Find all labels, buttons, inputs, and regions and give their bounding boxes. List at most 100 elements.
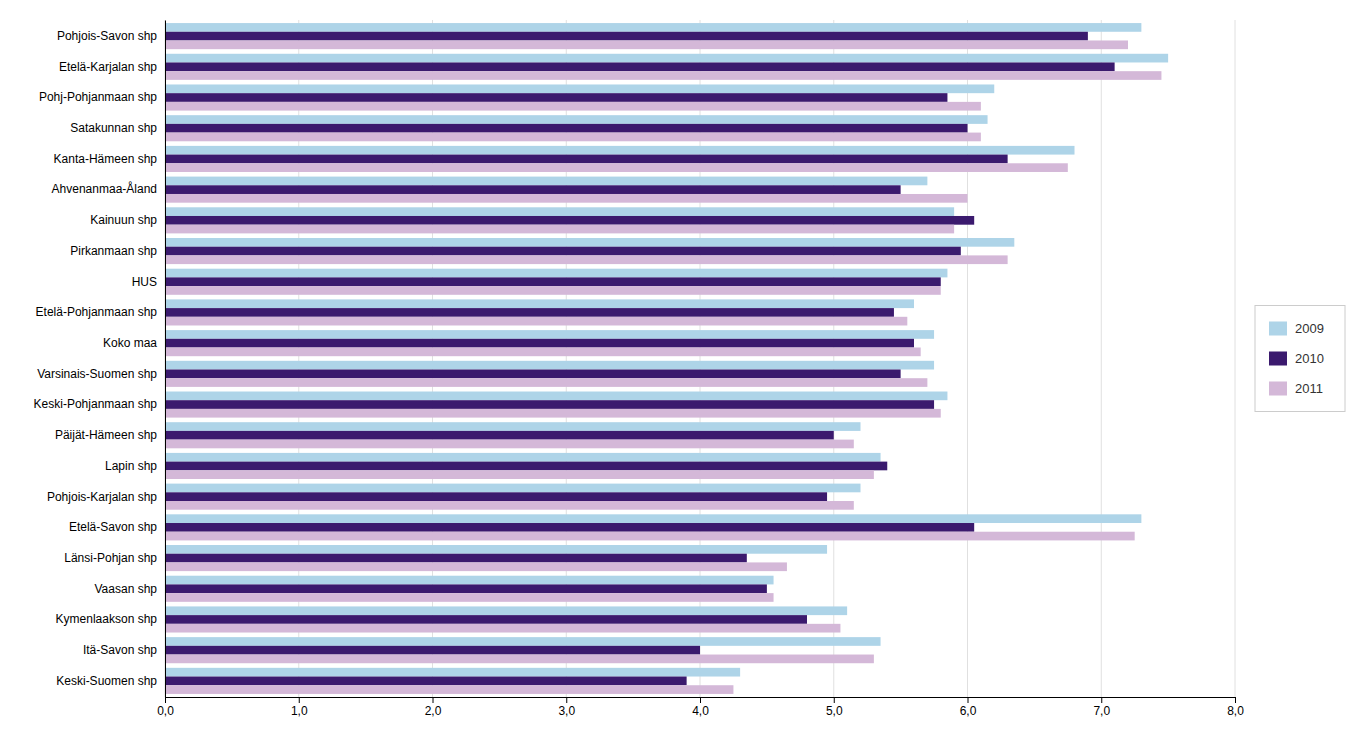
y-tick: Etelä-Pohjanmaan shp [36,305,165,319]
y-tick: Vaasan shp [95,582,166,596]
legend-item: 2011 [1269,381,1323,396]
bar [165,330,934,339]
x-tick-label: 1,0 [291,704,308,718]
y-tick: Länsi-Pohjan shp [64,551,165,565]
y-tick: Kanta-Hämeen shp [54,152,165,166]
bar [165,299,914,308]
bar [165,225,954,234]
x-tick-mark [299,697,300,703]
grid [165,20,1235,697]
x-tick: 6,0 [960,697,977,718]
bar [165,277,941,286]
y-tick-label: Vaasan shp [95,582,158,596]
x-tick: 1,0 [291,697,308,718]
y-tick: HUS [132,275,165,289]
x-tick-label: 7,0 [1093,704,1110,718]
bar [165,347,921,356]
grid-line [1101,20,1102,697]
bar [165,646,700,655]
bar [165,624,840,633]
y-tick: Keski-Pohjanmaan shp [34,397,165,411]
bar [165,115,988,124]
y-tick: Ahvenanmaa-Åland [52,181,165,196]
x-tick-mark [566,697,567,703]
bar [165,185,901,194]
bar [165,207,954,216]
bar [165,146,1075,155]
bar [165,102,981,111]
bar [165,462,887,471]
bar [165,545,827,554]
bar [165,484,861,493]
bar [165,84,994,93]
bar [165,317,907,326]
y-tick-label: Etelä-Savon shp [69,520,157,534]
bar [165,501,854,510]
y-tick-label: Itä-Savon shp [83,643,157,657]
bar [165,163,1068,172]
bar [165,532,1135,541]
bar [165,440,854,449]
x-tick-mark [700,697,701,703]
bar [165,431,834,440]
bar [165,23,1141,32]
x-tick-mark [1235,697,1236,703]
y-tick: Satakunnan shp [70,121,165,135]
y-tick-label: Keski-Pohjanmaan shp [34,397,158,411]
x-tick-label: 3,0 [558,704,575,718]
bar [165,392,947,401]
legend-swatch [1269,382,1287,396]
bar [165,308,894,317]
y-tick-label: Lapin shp [105,459,157,473]
bar [165,286,941,295]
x-tick-mark [834,697,835,703]
bar [165,378,927,387]
bar [165,155,1008,164]
y-tick: Koko maa [103,336,165,350]
x-tick-mark [1101,697,1102,703]
x-tick-label: 5,0 [826,704,843,718]
y-tick-label: Ahvenanmaa-Åland [52,181,157,196]
y-axis: Pohjois-Savon shpEtelä-Karjalan shpPohj-… [34,21,166,698]
bar [165,492,827,501]
y-tick: Pohjois-Karjalan shp [47,490,165,504]
y-tick: Kainuun shp [90,213,165,227]
x-tick-mark [968,697,969,703]
bar [165,655,874,664]
bar [165,584,767,593]
x-tick-mark [433,697,434,703]
bar [165,400,934,409]
bar [165,339,914,348]
bar [165,453,881,462]
bar [165,247,961,256]
y-tick-label: Keski-Suomen shp [56,674,157,688]
bar-series [165,32,1115,685]
legend-swatch [1269,322,1287,336]
bar [165,124,968,133]
bar [165,606,847,615]
bar [165,370,901,379]
legend-label: 2011 [1295,381,1323,396]
x-tick: 0,0 [157,697,174,718]
bar [165,216,974,225]
grid-line [1235,20,1236,697]
bar [165,177,927,186]
bar [165,523,974,532]
x-tick-label: 6,0 [960,704,977,718]
grid-line [165,20,166,697]
x-tick: 4,0 [692,697,709,718]
bar [165,269,947,278]
y-tick-label: Satakunnan shp [70,121,157,135]
bar-series [165,40,1161,693]
y-tick-label: Kymenlaakson shp [56,612,158,626]
y-tick: Pohjois-Savon shp [57,29,165,43]
y-tick: Itä-Savon shp [83,643,165,657]
bar [165,54,1168,63]
x-tick-label: 0,0 [157,704,174,718]
chart: 0,01,02,03,04,05,06,07,08,0Pohjois-Savon… [0,0,1365,737]
bar [165,554,747,563]
y-tick: Keski-Suomen shp [56,674,165,688]
bar-series [165,23,1168,676]
y-tick-label: Etelä-Pohjanmaan shp [36,305,158,319]
bars [165,23,1168,694]
